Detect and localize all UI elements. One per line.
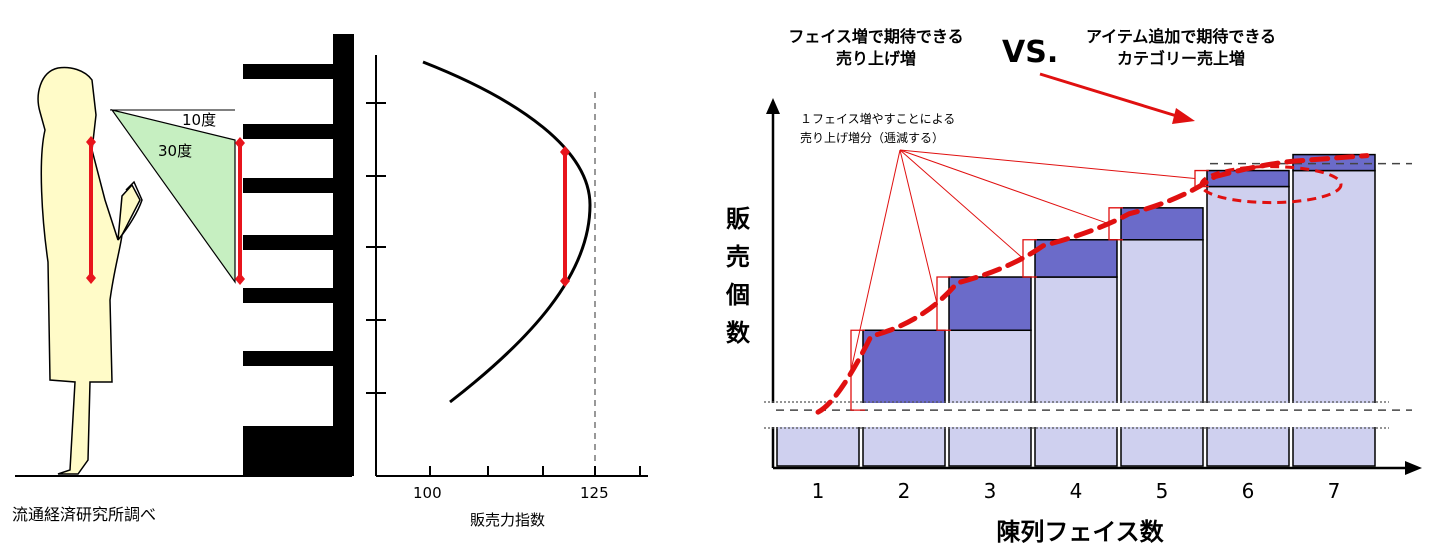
x-tick-125: 125 xyxy=(580,484,609,502)
eye-level-top-diamond xyxy=(86,136,96,148)
face-count-chart: フェイス増で期待できる 売り上げ増 VS. アイテム追加で期待できる カテゴリー… xyxy=(725,27,1422,546)
chart-y-axis-arrow xyxy=(766,98,780,114)
index-y-ticks xyxy=(366,102,386,394)
vs-arrow-head xyxy=(1172,108,1195,124)
sales-index-curve xyxy=(422,60,592,404)
shopper-arm xyxy=(117,180,143,241)
vs-label: VS. xyxy=(1002,35,1058,70)
increment-leader-4 xyxy=(899,149,1024,259)
axis-break-band xyxy=(768,403,1381,427)
increment-bracket-3 xyxy=(936,276,951,331)
face-increase-label-line1: フェイス増で期待できる xyxy=(788,27,963,46)
angle-10-label: 10度 xyxy=(182,111,216,129)
angle-30-label: 30度 xyxy=(158,142,192,160)
bar-increment-5 xyxy=(1120,207,1204,241)
peak-zone-bottom-diamond xyxy=(560,275,570,287)
index-x-ticks xyxy=(429,466,641,476)
shelf-post xyxy=(333,34,354,476)
shelf-board-3 xyxy=(243,178,335,193)
bar-increment-4 xyxy=(1034,239,1118,278)
shelf-view-diagram: 10度 30度 xyxy=(12,34,648,529)
face-increase-label-line2: 売り上げ増 xyxy=(836,49,916,68)
x-axis-label: 陳列フェイス数 xyxy=(996,518,1164,546)
shelf-board-1 xyxy=(243,64,335,79)
category-label-6: 6 xyxy=(1242,479,1255,503)
increment-leader-2 xyxy=(850,149,901,371)
item-ellipse xyxy=(1199,165,1343,205)
bar-increment-3 xyxy=(948,276,1032,332)
bar-4 xyxy=(1034,276,1118,467)
category-label-2: 2 xyxy=(898,479,911,503)
eye-level-bottom-diamond xyxy=(86,272,96,284)
chart-x-axis-arrow xyxy=(1405,461,1422,475)
x-tick-100: 100 xyxy=(413,484,442,502)
annotation-line2: 売り上げ増分（逓減する） xyxy=(800,130,944,145)
shelf-board-6 xyxy=(243,351,335,366)
shelf-zone-top-diamond xyxy=(235,137,245,149)
item-add-label-line2: カテゴリー売上増 xyxy=(1117,49,1245,68)
increment-leader-5 xyxy=(899,149,1110,225)
increment-leader-3 xyxy=(899,149,938,304)
category-label-3: 3 xyxy=(984,479,997,503)
y-axis-label-char-2: 売 xyxy=(726,243,750,271)
shelf-board-5 xyxy=(243,288,335,303)
bar-5 xyxy=(1120,239,1204,467)
increment-leader-6 xyxy=(899,149,1196,180)
shelf-board-2 xyxy=(243,124,335,139)
shelf-base xyxy=(243,426,335,476)
category-label-1: 1 xyxy=(812,479,825,503)
item-add-label-line1: アイテム追加で期待できる xyxy=(1086,27,1276,46)
y-axis-label-char-4: 数 xyxy=(726,319,751,347)
category-label-4: 4 xyxy=(1070,479,1083,503)
vs-arrow-line xyxy=(1039,72,1181,119)
saturation-curve xyxy=(815,153,1370,415)
y-axis-label-char-3: 個 xyxy=(725,281,750,309)
index-axis-label: 販売力指数 xyxy=(470,511,545,529)
increment-bracket-2 xyxy=(850,329,865,411)
bar-increment-2 xyxy=(862,329,946,411)
bar-3 xyxy=(948,329,1032,467)
view-cone xyxy=(110,109,236,284)
annotation-line1: １フェイス増やすことによる xyxy=(800,112,955,126)
category-label-5: 5 xyxy=(1156,479,1169,503)
y-axis-label-char-1: 販 xyxy=(726,205,751,233)
source-note: 流通経済研究所調べ xyxy=(12,505,156,524)
category-ticks: 1 2 3 4 5 6 7 xyxy=(812,479,1341,503)
shelf-board-4 xyxy=(243,235,335,250)
category-label-7: 7 xyxy=(1328,479,1341,503)
overlay-layer xyxy=(764,149,1412,429)
shelf-zone-bottom-diamond xyxy=(235,273,245,285)
peak-zone-top-diamond xyxy=(560,146,570,158)
